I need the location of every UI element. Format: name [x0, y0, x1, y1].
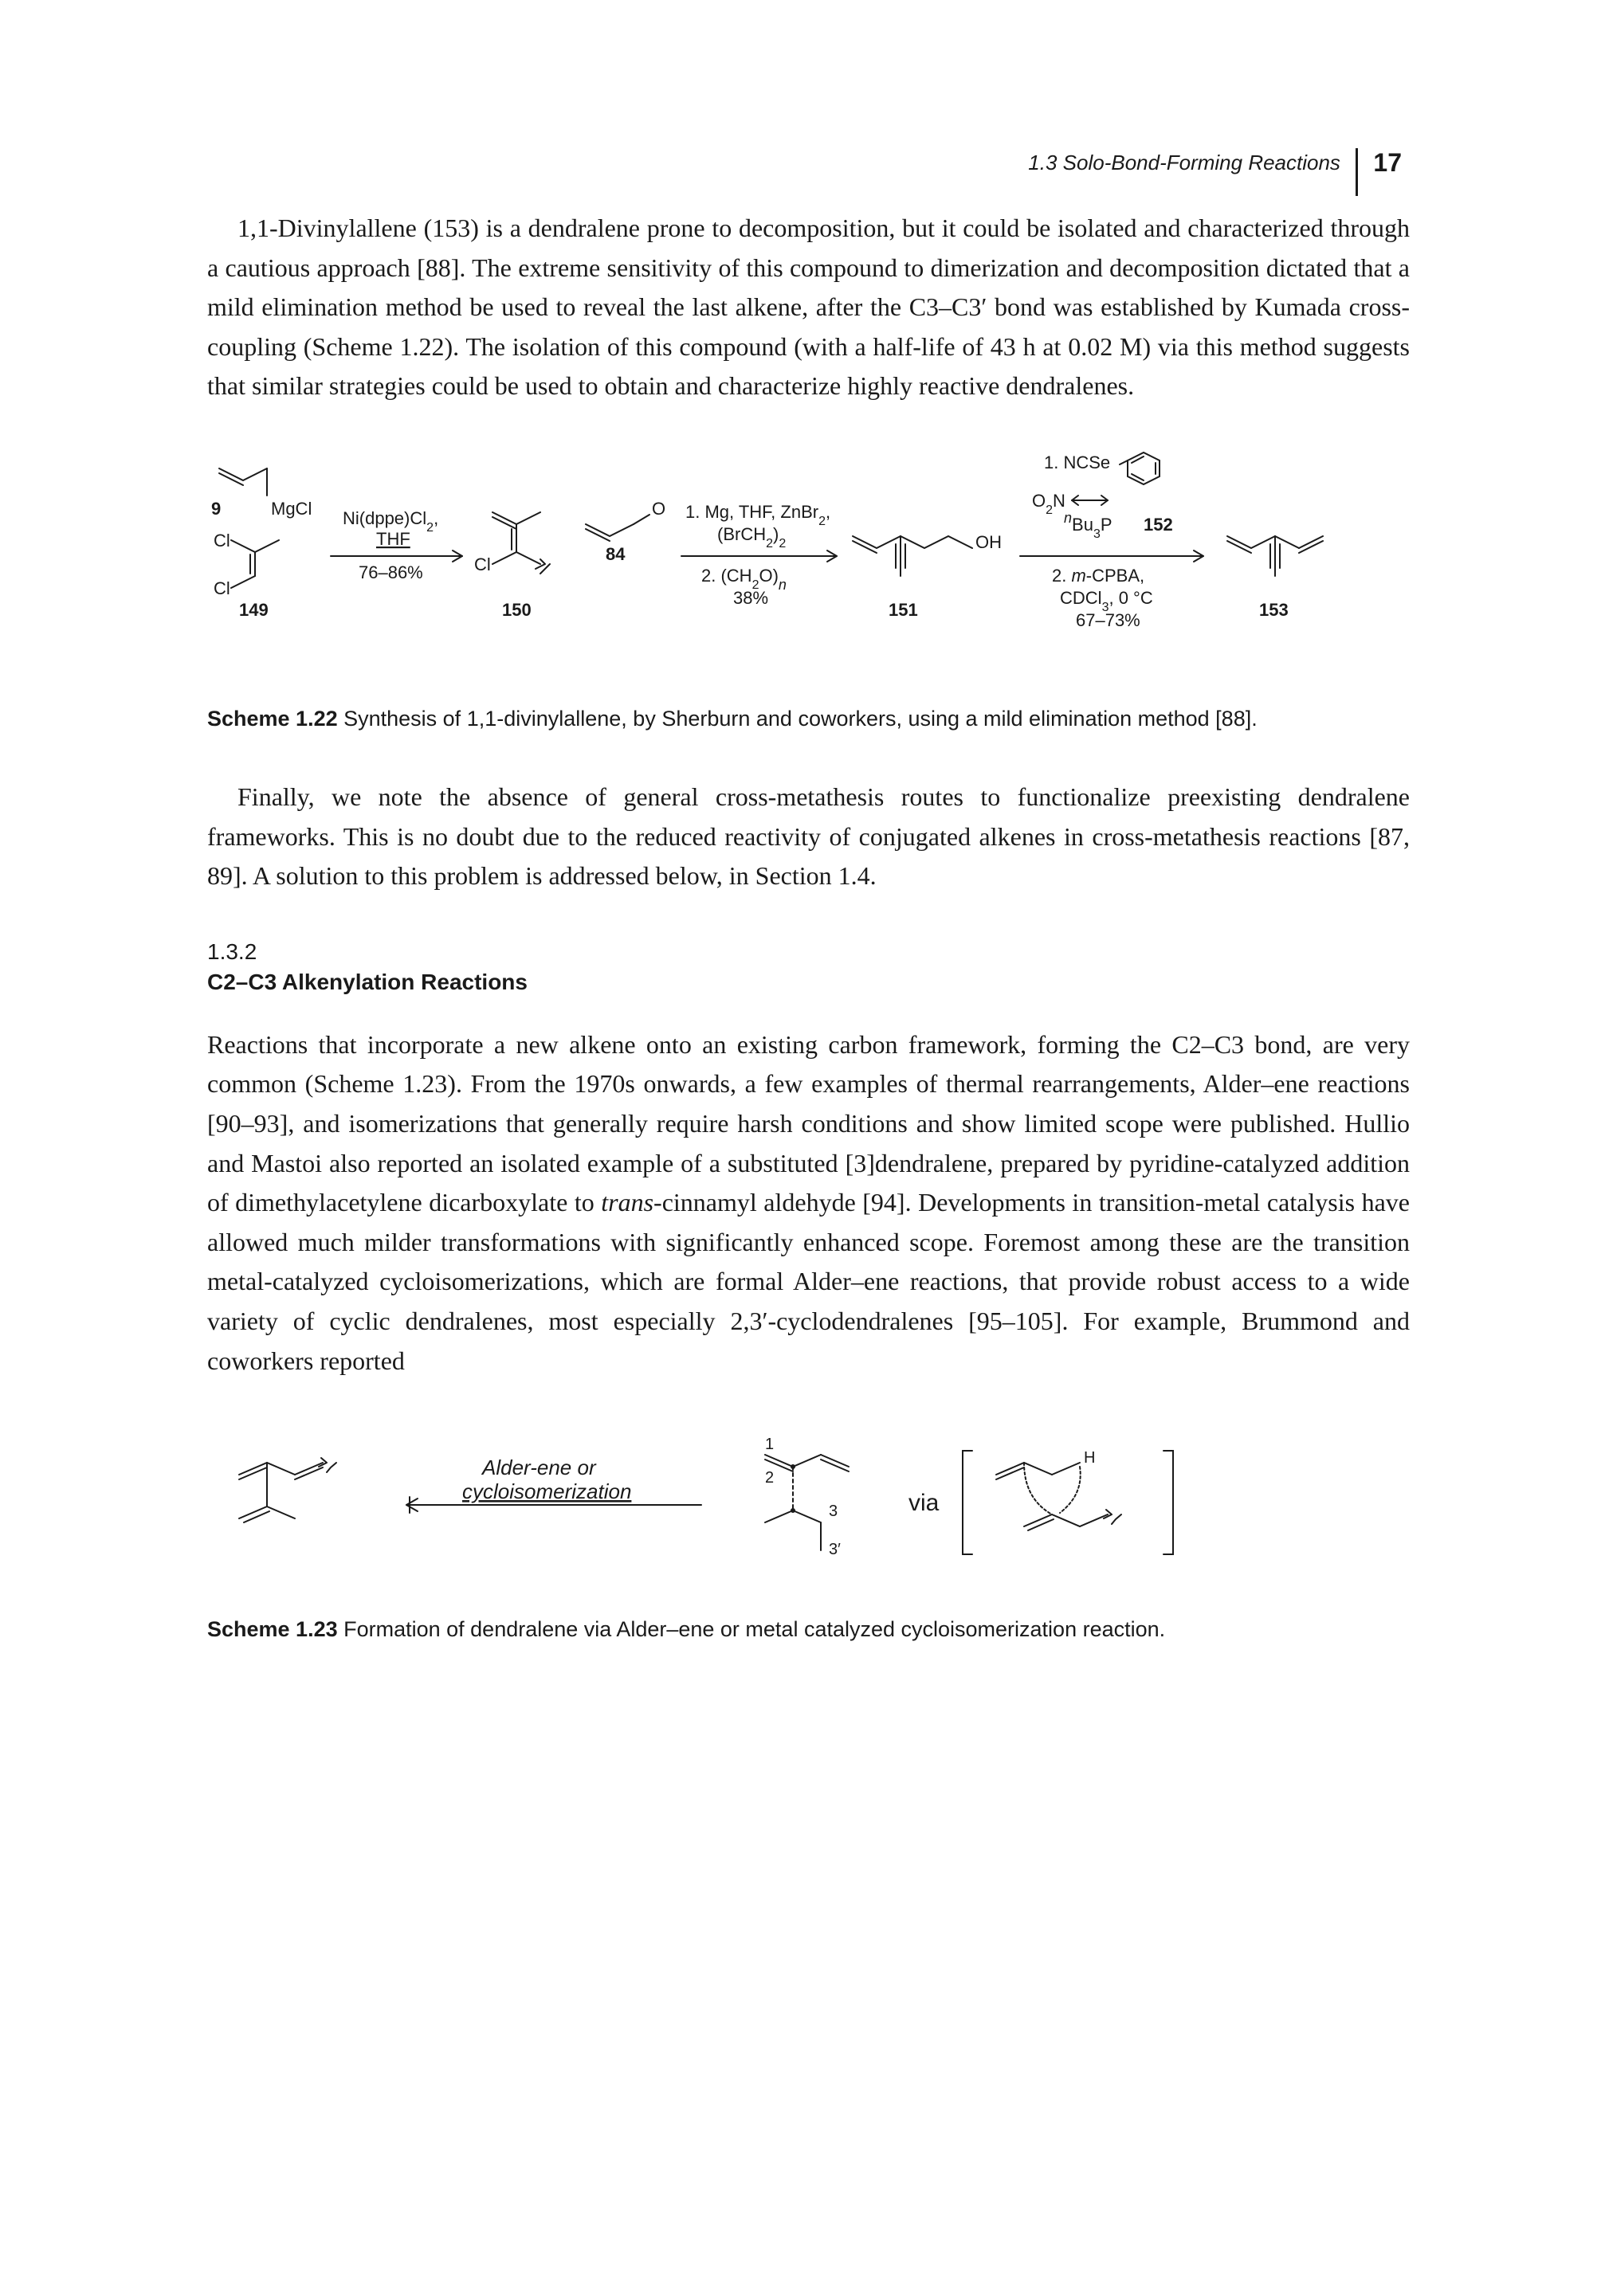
svg-text:Cl: Cl: [214, 531, 230, 550]
scheme-1-22-svg: 9 MgCl Cl Cl 149 Ni(dppe)Cl2, THF 76–86%…: [207, 445, 1419, 668]
svg-text:THF: THF: [376, 529, 410, 549]
scheme-1-23-svg: Alder-ene or cycloisomerization 1 2 3 3′…: [207, 1419, 1419, 1578]
svg-text:Alder-ene or: Alder-ene or: [481, 1456, 597, 1479]
paragraph-3: Reactions that incorporate a new alkene …: [207, 1025, 1410, 1381]
svg-text:153: 153: [1259, 600, 1289, 620]
page-number: 17: [1373, 148, 1402, 177]
svg-text:3′: 3′: [829, 1541, 841, 1558]
svg-text:38%: 38%: [733, 588, 768, 608]
svg-text:1. NCSe: 1. NCSe: [1044, 453, 1110, 472]
svg-text:OH: OH: [975, 532, 1002, 552]
running-header: 1.3 Solo-Bond-Forming Reactions 17: [1028, 148, 1402, 180]
scheme-1-22-caption-text: Synthesis of 1,1-divinylallene, by Sherb…: [338, 707, 1258, 731]
svg-text:3: 3: [829, 1503, 838, 1520]
svg-text:Cl: Cl: [214, 578, 230, 598]
svg-text:2: 2: [765, 1469, 774, 1487]
svg-text:via: via: [908, 1490, 940, 1516]
svg-text:9: 9: [211, 499, 221, 519]
svg-text:1: 1: [765, 1436, 774, 1453]
svg-text:MgCl: MgCl: [271, 499, 312, 519]
svg-text:nBu3P: nBu3P: [1064, 510, 1112, 541]
svg-text:Cl: Cl: [474, 554, 491, 574]
paragraph-3-italic: trans: [601, 1188, 653, 1217]
svg-text:O2N: O2N: [1032, 491, 1065, 517]
scheme-1-23-caption: Scheme 1.23 Formation of dendralene via …: [207, 1614, 1410, 1645]
svg-text:H: H: [1084, 1449, 1095, 1467]
svg-text:150: 150: [502, 600, 532, 620]
scheme-1-23-caption-bold: Scheme 1.23: [207, 1617, 338, 1641]
section-title: C2–C3 Alkenylation Reactions: [207, 970, 1410, 995]
svg-text:76–86%: 76–86%: [359, 562, 423, 582]
paragraph-1: 1,1-Divinylallene (153) is a dendralene …: [207, 209, 1410, 406]
svg-text:84: 84: [606, 544, 626, 564]
svg-text:cycloisomerization: cycloisomerization: [462, 1479, 631, 1503]
header-separator: [1356, 148, 1358, 196]
svg-text:2. m-CPBA,: 2. m-CPBA,: [1052, 566, 1144, 586]
scheme-1-22-caption: Scheme 1.22 Synthesis of 1,1-divinylalle…: [207, 703, 1410, 735]
svg-text:152: 152: [1144, 515, 1173, 535]
svg-text:O: O: [652, 499, 665, 519]
scheme-1-23-figure: Alder-ene or cycloisomerization 1 2 3 3′…: [207, 1419, 1410, 1582]
scheme-1-23-caption-text: Formation of dendralene via Alder–ene or…: [338, 1617, 1166, 1641]
svg-text:67–73%: 67–73%: [1076, 610, 1140, 630]
scheme-1-22-figure: 9 MgCl Cl Cl 149 Ni(dppe)Cl2, THF 76–86%…: [207, 445, 1410, 672]
scheme-1-22-caption-bold: Scheme 1.22: [207, 707, 338, 731]
svg-text:151: 151: [889, 600, 918, 620]
section-number: 1.3.2: [207, 939, 1410, 965]
svg-text:(BrCH2)2: (BrCH2)2: [717, 524, 786, 550]
svg-text:149: 149: [239, 600, 269, 620]
header-section: 1.3 Solo-Bond-Forming Reactions: [1028, 151, 1340, 174]
paragraph-2: Finally, we note the absence of general …: [207, 778, 1410, 896]
